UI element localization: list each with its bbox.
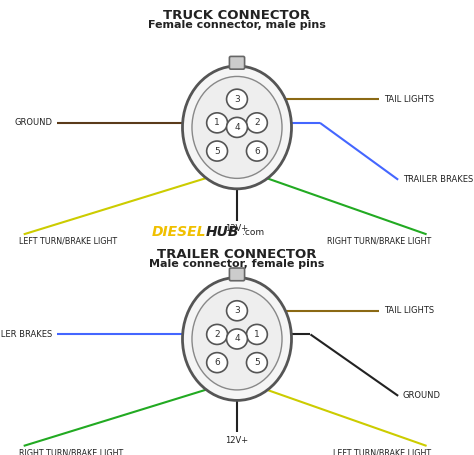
Circle shape bbox=[227, 117, 247, 137]
Circle shape bbox=[246, 141, 267, 161]
Text: LEFT TURN/BRAKE LIGHT: LEFT TURN/BRAKE LIGHT bbox=[333, 448, 431, 455]
Text: 6: 6 bbox=[254, 147, 260, 156]
Ellipse shape bbox=[182, 278, 292, 400]
Text: 12V+: 12V+ bbox=[226, 224, 248, 233]
Text: TAIL LIGHTS: TAIL LIGHTS bbox=[384, 306, 434, 315]
Circle shape bbox=[227, 89, 247, 109]
Text: 1: 1 bbox=[214, 118, 220, 127]
Text: Male connector, female pins: Male connector, female pins bbox=[149, 259, 325, 269]
Text: 6: 6 bbox=[214, 358, 220, 367]
Text: 3: 3 bbox=[234, 95, 240, 104]
Text: LEFT TURN/BRAKE LIGHT: LEFT TURN/BRAKE LIGHT bbox=[19, 237, 117, 246]
Circle shape bbox=[207, 141, 228, 161]
Ellipse shape bbox=[182, 66, 292, 189]
Ellipse shape bbox=[192, 76, 282, 178]
Circle shape bbox=[207, 353, 228, 373]
Text: HUB: HUB bbox=[206, 225, 240, 239]
Text: TRAILER BRAKES: TRAILER BRAKES bbox=[0, 330, 52, 339]
Text: Female connector, male pins: Female connector, male pins bbox=[148, 20, 326, 30]
Text: TRUCK CONNECTOR: TRUCK CONNECTOR bbox=[164, 9, 310, 22]
Ellipse shape bbox=[192, 288, 282, 390]
Circle shape bbox=[227, 329, 247, 349]
Text: GROUND: GROUND bbox=[403, 391, 441, 400]
Circle shape bbox=[207, 324, 228, 344]
Text: TRAILER BRAKES: TRAILER BRAKES bbox=[403, 175, 473, 184]
Text: 2: 2 bbox=[214, 330, 220, 339]
Text: RIGHT TURN/BRAKE LIGHT: RIGHT TURN/BRAKE LIGHT bbox=[327, 237, 431, 246]
Circle shape bbox=[207, 113, 228, 133]
Text: .com: .com bbox=[242, 228, 264, 238]
Text: 4: 4 bbox=[234, 334, 240, 344]
FancyBboxPatch shape bbox=[229, 56, 245, 69]
Text: 5: 5 bbox=[254, 358, 260, 367]
Text: 3: 3 bbox=[234, 306, 240, 315]
Text: 5: 5 bbox=[214, 147, 220, 156]
Text: GROUND: GROUND bbox=[14, 118, 52, 127]
Text: 4: 4 bbox=[234, 123, 240, 132]
Text: TAIL LIGHTS: TAIL LIGHTS bbox=[384, 95, 434, 104]
Circle shape bbox=[227, 301, 247, 321]
Circle shape bbox=[246, 324, 267, 344]
Text: 12V+: 12V+ bbox=[226, 436, 248, 445]
Circle shape bbox=[246, 353, 267, 373]
FancyBboxPatch shape bbox=[229, 268, 245, 281]
Text: DIESEL: DIESEL bbox=[152, 225, 206, 239]
Text: 1: 1 bbox=[254, 330, 260, 339]
Text: 2: 2 bbox=[254, 118, 260, 127]
Text: RIGHT TURN/BRAKE LIGHT: RIGHT TURN/BRAKE LIGHT bbox=[19, 448, 123, 455]
Circle shape bbox=[246, 113, 267, 133]
Text: TRAILER CONNECTOR: TRAILER CONNECTOR bbox=[157, 248, 317, 261]
